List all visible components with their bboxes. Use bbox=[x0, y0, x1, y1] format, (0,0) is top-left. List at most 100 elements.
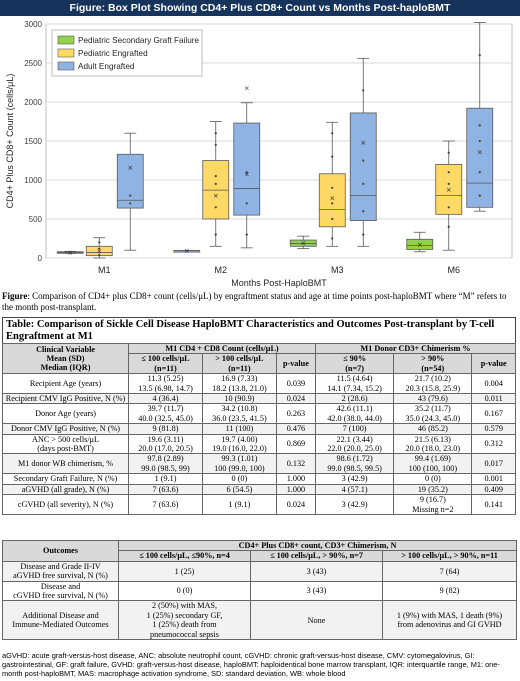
row-label: Additional Disease and Immune-Mediated O… bbox=[2, 600, 119, 641]
t1-subheader-1: > 100 cells/μL (n=11) bbox=[201, 353, 277, 375]
legend-swatch bbox=[57, 61, 75, 71]
table-cell: 7 (64) bbox=[381, 560, 518, 582]
data-point bbox=[447, 171, 450, 174]
row-label: Donor CMV IgG Positive, N (%) bbox=[1, 423, 130, 435]
data-point bbox=[478, 54, 481, 57]
table-cell: 1.000 bbox=[275, 473, 316, 485]
data-point bbox=[447, 225, 450, 228]
table-cell: 11.3 (5.25) 13.5 (6.98, 14.7) bbox=[128, 373, 203, 395]
table-cell: 9 (81.8) bbox=[128, 423, 203, 435]
table-cell: 3 (43) bbox=[250, 580, 383, 602]
data-point bbox=[98, 253, 101, 256]
box bbox=[318, 173, 346, 228]
table-cell: 0.011 bbox=[471, 393, 516, 405]
table-cell: 7 (63.6) bbox=[128, 494, 203, 515]
mean-marker: × bbox=[329, 194, 335, 202]
caption-label: Figure bbox=[2, 291, 28, 301]
data-point bbox=[245, 171, 248, 174]
table-cell: 21.5 (6.13) 20.0 (18.0, 23.0) bbox=[393, 433, 473, 455]
mean-marker: × bbox=[67, 249, 73, 257]
data-point bbox=[214, 206, 217, 209]
legend-swatch bbox=[57, 35, 75, 45]
data-point bbox=[98, 247, 101, 250]
table-cell: 9 (82) bbox=[381, 580, 518, 602]
table-cell: 99.4 (1.69) 100 (100, 100) bbox=[393, 453, 473, 475]
table-cell: 0.312 bbox=[471, 433, 516, 455]
table-cell: 19 (35.2) bbox=[393, 483, 473, 496]
table-cell: 3 (42.9) bbox=[314, 473, 395, 485]
table-cell: 99.3 (1.01) 100 (99.0, 100) bbox=[201, 453, 277, 475]
table-cell: 0.024 bbox=[275, 494, 316, 515]
table-row: M1 donor WB chimerism, % 97.8 (2.89) 99.0… bbox=[1, 453, 516, 475]
table-cell: 22.1 (3.44) 22.0 (20.0, 25.0) bbox=[314, 433, 395, 455]
x-tick-label: M6 bbox=[447, 265, 460, 275]
mean-marker: × bbox=[96, 247, 102, 255]
data-point bbox=[447, 151, 450, 154]
legend bbox=[51, 29, 203, 77]
data-point bbox=[331, 155, 334, 158]
data-point bbox=[214, 182, 217, 185]
table-cell: 0 (0) bbox=[201, 473, 277, 485]
row-label: Disease and cGVHD free survival, N (%) bbox=[2, 580, 119, 602]
mean-marker: × bbox=[477, 148, 483, 156]
y-tick-label: 2500 bbox=[24, 59, 42, 68]
mean-marker: × bbox=[184, 247, 190, 255]
table-cell: 1 (9.1) bbox=[201, 494, 277, 515]
table-cell: 98.6 (1.72) 99.0 (98.5, 99.5) bbox=[314, 453, 395, 475]
data-point bbox=[478, 194, 481, 197]
table-cell: 11.5 (4.64) 14.1 (7.34, 15.2) bbox=[314, 373, 395, 395]
t1-subheader-4: > 90% (n=54) bbox=[393, 353, 473, 375]
x-axis-label: Months Post-HaploBMT bbox=[231, 278, 327, 288]
table-cell: 7 (100) bbox=[314, 423, 395, 435]
mean-marker: × bbox=[300, 240, 306, 248]
comparison-table: Clinical Variable Mean (SD) Median (IQR)… bbox=[1, 342, 517, 515]
y-tick-label: 0 bbox=[38, 254, 43, 263]
data-point bbox=[214, 175, 217, 178]
y-tick-label: 1000 bbox=[24, 176, 42, 185]
table-cell: 2 (28.6) bbox=[314, 393, 395, 405]
t1-subheader-3: ≤ 90% (n=7) bbox=[314, 353, 395, 375]
table-cell: 0.039 bbox=[275, 373, 316, 395]
t2-subheader-0: ≤ 100 cells/μL, ≤90%, n=4 bbox=[118, 550, 251, 562]
x-tick-label: M3 bbox=[331, 265, 344, 275]
data-point bbox=[331, 132, 334, 135]
table-row: cGVHD (all severity), N (%) 7 (63.6) 1 (9.… bbox=[1, 494, 516, 515]
mean-marker: × bbox=[417, 241, 423, 249]
footnote: aGVHD: acute graft-versus-host disease, … bbox=[2, 651, 500, 678]
box-plot-chart: 0 500 1000 1500 2000 2500 3000 CD4+ Plus CD8+ C… bbox=[5, 20, 513, 288]
table-cell: 7 (63.6) bbox=[128, 483, 203, 496]
table-cell: 0.132 bbox=[275, 453, 316, 475]
table-cell: 0.141 bbox=[471, 494, 516, 515]
outcomes-group-header: CD4+ Plus CD8+ count, CD3+ Chimerism, N bbox=[117, 539, 518, 552]
t2-subheader-1: ≤ 100 cells/μL, > 90%, n=7 bbox=[250, 550, 383, 562]
table-cell: 4 (36.4) bbox=[128, 393, 203, 405]
t2-subheader-2: > 100 cells/μL, > 90%, n=11 bbox=[381, 550, 518, 562]
group1-header: M1 CD4 + CD8 Count (cells/μL) bbox=[128, 342, 316, 355]
row-label: Secondary Graft Failure, N (%) bbox=[1, 473, 130, 485]
box bbox=[466, 107, 494, 208]
x-tick-label: M2 bbox=[214, 265, 227, 275]
data-point bbox=[331, 186, 334, 189]
table-cell: 6 (54.5) bbox=[201, 483, 277, 496]
table-cell: 0.579 bbox=[471, 423, 516, 435]
legend-swatch bbox=[57, 48, 75, 58]
table-title: Table: Comparison of Sickle Cell Disease… bbox=[2, 317, 516, 343]
table-cell: 0.004 bbox=[471, 373, 516, 395]
data-point bbox=[214, 132, 217, 135]
table-cell: 46 (85.2) bbox=[393, 423, 473, 435]
box bbox=[349, 112, 377, 221]
outcomes-header: Outcomes bbox=[2, 540, 119, 562]
table-cell: 35.2 (11.7) 35.0 (24.3, 45.0) bbox=[393, 403, 473, 425]
table-cell: 19.7 (4.00) 19.0 (16.0, 22.0) bbox=[201, 433, 277, 455]
table-cell: 0.869 bbox=[275, 433, 316, 455]
row-label: Disease and Grade II-IV aGVHD free survi… bbox=[2, 560, 119, 582]
group2-header: M1 Donor CD3+ Chimerism % bbox=[314, 342, 517, 355]
legend-label: Pediatric Engrafted bbox=[78, 49, 148, 58]
row-label: Recipient Age (years) bbox=[1, 373, 130, 395]
table-cell: 11 (100) bbox=[201, 423, 277, 435]
table-cell: 3 (43) bbox=[250, 560, 383, 582]
table-cell: 21.7 (10.2) 20.3 (15.8, 25.9) bbox=[393, 373, 473, 395]
table-cell: 1 (9%) with MAS, 1 death (9%) from adeno… bbox=[381, 600, 518, 641]
table-row: Donor CMV IgG Positive, N (%) 9 (81.8) 11 … bbox=[1, 423, 516, 435]
data-point bbox=[331, 202, 334, 205]
